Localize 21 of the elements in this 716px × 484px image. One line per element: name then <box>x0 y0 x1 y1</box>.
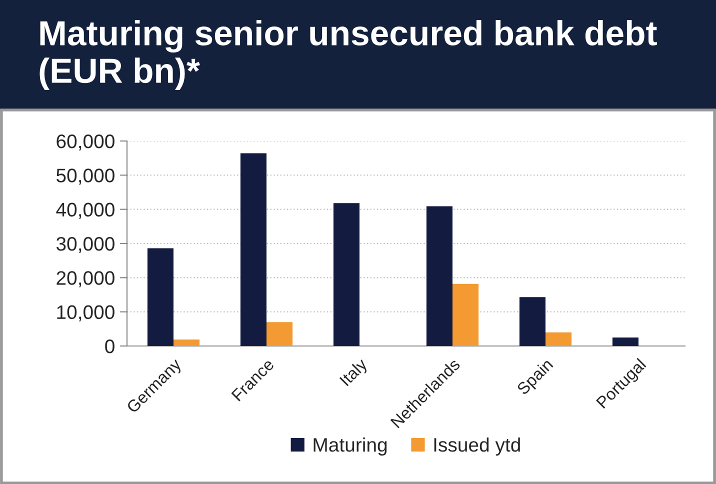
y-tick-label: 10,000 <box>57 305 114 322</box>
bar <box>333 203 360 346</box>
bar <box>426 206 452 346</box>
bar <box>519 297 546 346</box>
y-tick-label: 60,000 <box>56 134 114 151</box>
y-tick-label: 0 <box>105 339 114 354</box>
bar <box>612 337 638 346</box>
y-tick-label: 20,000 <box>56 271 114 288</box>
bar <box>546 332 572 346</box>
bar <box>240 153 266 346</box>
y-tick-label: 50,000 <box>56 168 114 185</box>
y-tick-label: 30,000 <box>56 236 114 254</box>
y-tick-label: 40,000 <box>56 202 114 219</box>
chart-title: Maturing senior unsecured bank debt (EUR bn)* <box>40 20 657 90</box>
legend-label: Issued ytd <box>434 437 520 456</box>
x-tick-label: Italy <box>338 357 370 389</box>
bar <box>266 322 293 346</box>
legend-label: Maturing <box>314 437 387 456</box>
bar <box>174 340 200 346</box>
bar <box>147 248 174 346</box>
bar <box>452 284 479 346</box>
